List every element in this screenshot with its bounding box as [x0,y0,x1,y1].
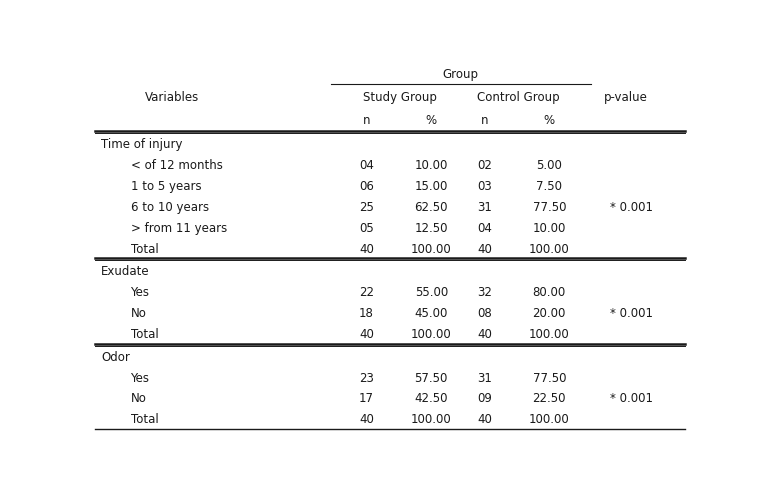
Text: 12.50: 12.50 [415,221,448,234]
Text: 31: 31 [477,200,492,213]
Text: No: No [131,392,146,405]
Text: 04: 04 [477,221,492,234]
Text: 03: 03 [477,180,492,192]
Text: 100.00: 100.00 [529,242,570,255]
Text: 100.00: 100.00 [529,327,570,340]
Text: 62.50: 62.50 [415,200,448,213]
Text: 05: 05 [359,221,374,234]
Text: Control Group: Control Group [477,91,559,104]
Text: No: No [131,306,146,319]
Text: 77.50: 77.50 [533,371,566,384]
Text: 1 to 5 years: 1 to 5 years [131,180,201,192]
Text: * 0.001: * 0.001 [610,392,654,405]
Text: 5.00: 5.00 [537,158,562,171]
Text: n: n [481,114,488,127]
Text: 40: 40 [359,242,374,255]
Text: 6 to 10 years: 6 to 10 years [131,200,209,213]
Text: 40: 40 [359,412,374,425]
Text: 10.00: 10.00 [533,221,566,234]
Text: 32: 32 [477,286,492,299]
Text: Total: Total [131,242,158,255]
Text: Yes: Yes [131,371,149,384]
Text: 100.00: 100.00 [529,412,570,425]
Text: 06: 06 [359,180,374,192]
Text: 20.00: 20.00 [533,306,566,319]
Text: * 0.001: * 0.001 [610,200,654,213]
Text: 100.00: 100.00 [411,412,452,425]
Text: 31: 31 [477,371,492,384]
Text: 45.00: 45.00 [415,306,448,319]
Text: 02: 02 [477,158,492,171]
Text: Variables: Variables [145,91,199,104]
Text: 18: 18 [359,306,374,319]
Text: Study Group: Study Group [364,91,438,104]
Text: 40: 40 [477,412,492,425]
Text: * 0.001: * 0.001 [610,306,654,319]
Text: 08: 08 [477,306,492,319]
Text: 25: 25 [359,200,374,213]
Text: %: % [425,114,437,127]
Text: > from 11 years: > from 11 years [131,221,227,234]
Text: 42.50: 42.50 [415,392,448,405]
Text: 80.00: 80.00 [533,286,566,299]
Text: Odor: Odor [101,350,130,363]
Text: 09: 09 [477,392,492,405]
Text: Time of injury: Time of injury [101,138,183,151]
Text: 40: 40 [477,327,492,340]
Text: n: n [363,114,370,127]
Text: 22.50: 22.50 [533,392,566,405]
Text: 17: 17 [359,392,374,405]
Text: 100.00: 100.00 [411,327,452,340]
Text: Total: Total [131,327,158,340]
Text: 7.50: 7.50 [537,180,562,192]
Text: Exudate: Exudate [101,264,150,277]
Text: 100.00: 100.00 [411,242,452,255]
Text: 57.50: 57.50 [415,371,448,384]
Text: 15.00: 15.00 [415,180,448,192]
Text: 55.00: 55.00 [415,286,448,299]
Text: 40: 40 [477,242,492,255]
Text: p-value: p-value [604,91,648,104]
Text: 22: 22 [359,286,374,299]
Text: Yes: Yes [131,286,149,299]
Text: Group: Group [443,68,479,81]
Text: < of 12 months: < of 12 months [131,158,222,171]
Text: 10.00: 10.00 [415,158,448,171]
Text: Total: Total [131,412,158,425]
Text: 77.50: 77.50 [533,200,566,213]
Text: %: % [543,114,555,127]
Text: 23: 23 [359,371,374,384]
Text: 04: 04 [359,158,374,171]
Text: 40: 40 [359,327,374,340]
